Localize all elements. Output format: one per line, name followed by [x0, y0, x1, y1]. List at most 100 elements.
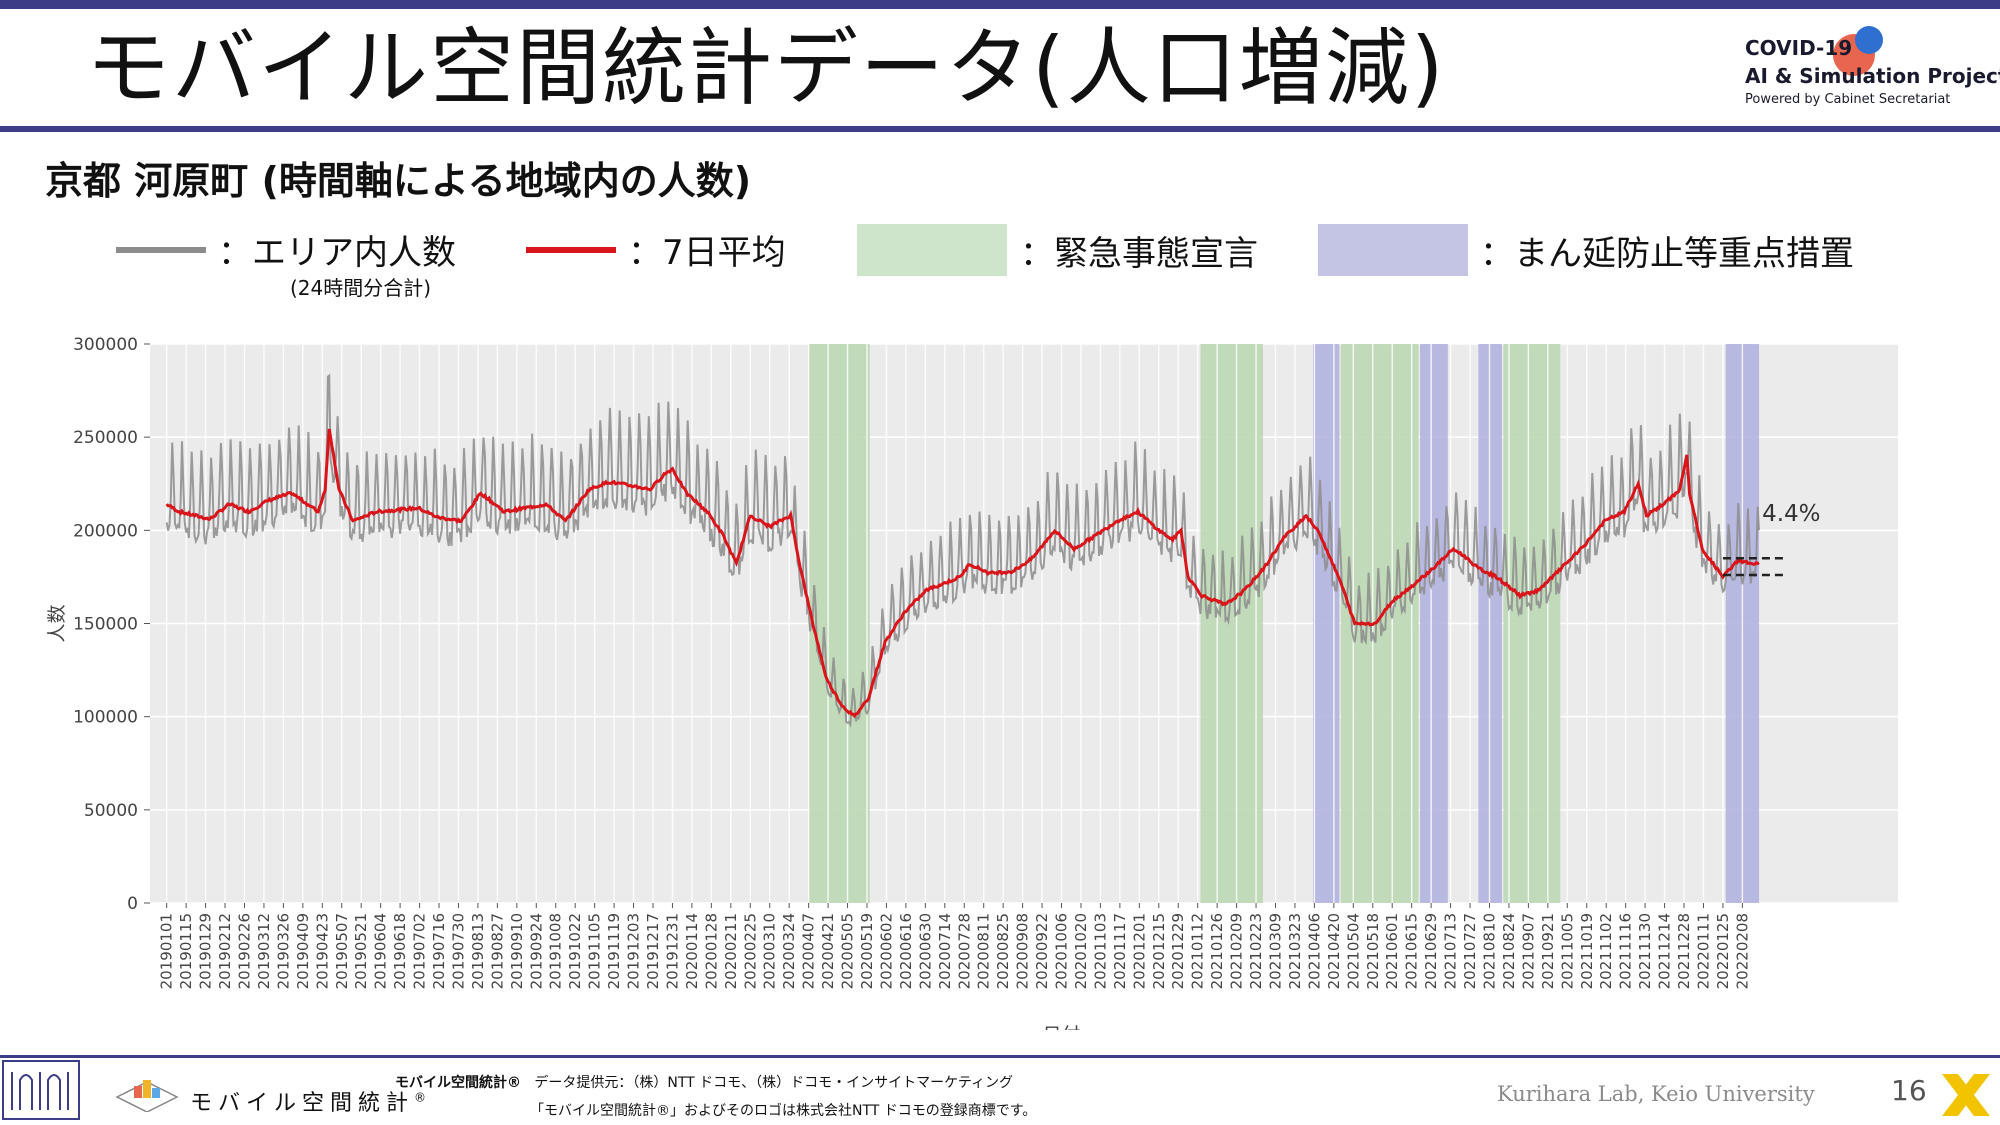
x-tick-label: 20200211	[722, 913, 740, 989]
x-tick-label: 20200128	[702, 913, 720, 989]
emergency-band	[1503, 344, 1561, 903]
x-axis-label: 日付	[1043, 1024, 1081, 1030]
legend-emergency-label: ：緊急事態宣言	[1020, 234, 1258, 274]
title-divider	[0, 126, 2000, 132]
x-axis-ticks: 20190101 20190115 20190129 20190212 20190226…	[158, 903, 1751, 989]
x-tick-label: 20200811	[975, 913, 993, 989]
raw-line	[165, 373, 1760, 728]
manbo-band	[1420, 344, 1448, 903]
footer-brand-name: モバイル空間統計	[190, 1091, 415, 1116]
footer-brand-mark: ®	[414, 1090, 427, 1105]
covid-project-logo: COVID-19 AI & Simulation Project Powered…	[1745, 24, 2000, 114]
emergency-band	[1200, 344, 1263, 903]
x-tick-label: 20200407	[800, 913, 818, 989]
x-tick-label: 20200421	[819, 913, 837, 989]
x-tick-label: 20190910	[508, 913, 526, 989]
x-tick-label: 20210209	[1228, 913, 1246, 989]
x-tick-label: 20210518	[1364, 913, 1382, 989]
x-tick-label: 20210713	[1442, 913, 1460, 989]
legend-emergency-swatch	[857, 224, 1007, 276]
y-tick-label: 50000	[84, 801, 138, 821]
logo-line2: AI & Simulation Project	[1745, 64, 2000, 88]
x-tick-label: 20201201	[1130, 913, 1148, 989]
x-tick-label: 20210223	[1247, 913, 1265, 989]
x-tick-label: 20200908	[1014, 913, 1032, 989]
x-tick-label: 20220111	[1694, 913, 1712, 989]
x-tick-label: 20191231	[663, 913, 681, 989]
x-tick-label: 20220125	[1714, 913, 1732, 989]
x-tick-label: 20200519	[858, 913, 876, 989]
x-tick-label: 20190423	[313, 913, 331, 989]
x-tick-label: 20210420	[1325, 913, 1343, 989]
x-tick-label: 20210824	[1500, 913, 1518, 989]
avg-line	[165, 428, 1760, 719]
x-tick-label: 20191022	[566, 913, 584, 989]
footer-brand: モバイル空間統計®	[190, 1085, 426, 1117]
x-tick-label: 20201215	[1150, 913, 1168, 989]
x-tick-label: 20211130	[1636, 913, 1654, 989]
x-tick-label: 20200225	[741, 913, 759, 989]
x-tick-label: 20191203	[625, 913, 643, 989]
x-tick-label: 20200630	[916, 913, 934, 989]
chart-subtitle: 京都 河原町 (時間軸による地域内の人数)	[45, 159, 752, 203]
x-tick-label: 20211228	[1675, 913, 1693, 989]
x-tick-label: 20191008	[547, 913, 565, 989]
x-tick-label: 20200728	[955, 913, 973, 989]
x-tick-label: 20190409	[294, 913, 312, 989]
x-tick-label: 20190212	[216, 913, 234, 989]
x-tick-label: 20200825	[994, 913, 1012, 989]
x-tick-label: 20210112	[1189, 913, 1207, 989]
x-logo-icon	[1938, 1070, 1994, 1124]
footer-trademark: 「モバイル空間統計®」およびそのロゴは株式会社NTT ドコモの登録商標です。	[530, 1103, 1037, 1119]
x-tick-label: 20211005	[1558, 913, 1576, 989]
x-tick-label: 20190312	[255, 913, 273, 989]
y-tick-label: 150000	[73, 615, 138, 635]
x-tick-label: 20210126	[1208, 913, 1226, 989]
mobile-stat-logo-icon	[112, 1072, 182, 1116]
y-axis-ticks: 0 50000 100000 150000 200000 250000 300000	[73, 335, 150, 914]
x-tick-label: 20190702	[411, 913, 429, 989]
x-tick-label: 20190101	[158, 913, 176, 989]
legend-manbo-label: ：まん延防止等重点措置	[1480, 234, 1854, 274]
x-tick-label: 20190604	[372, 913, 390, 989]
legend-manbo-swatch	[1318, 224, 1468, 276]
x-tick-label: 20200922	[1033, 913, 1051, 989]
x-tick-label: 20201020	[1072, 913, 1090, 989]
x-tick-label: 20190618	[391, 913, 409, 989]
x-tick-label: 20211019	[1578, 913, 1596, 989]
x-tick-label: 20210629	[1422, 913, 1440, 989]
y-tick-label: 250000	[73, 428, 138, 448]
x-tick-label: 20210504	[1344, 913, 1362, 989]
x-tick-label: 20210615	[1403, 913, 1421, 989]
x-tick-label: 20190326	[274, 913, 292, 989]
page-number: 16	[1891, 1074, 1927, 1107]
x-tick-label: 20211214	[1656, 913, 1674, 989]
x-tick-label: 20190521	[352, 913, 370, 989]
x-tick-label: 20210323	[1286, 913, 1304, 989]
x-tick-label: 20220208	[1733, 913, 1751, 989]
legend-raw-swatch	[116, 247, 206, 253]
x-tick-label: 20191105	[586, 913, 604, 989]
x-tick-label: 20200602	[877, 913, 895, 989]
logo-line3: Powered by Cabinet Secretariat	[1745, 92, 1951, 107]
x-tick-label: 20200714	[936, 913, 954, 989]
legend-avg-label: ：7日平均	[628, 233, 786, 273]
footer-ntt-provider: データ提供元：（株）NTT ドコモ、（株）ドコモ・インサイトマーケティング	[534, 1075, 1014, 1091]
vertical-gridlines	[165, 344, 1744, 903]
y-tick-label: 0	[127, 894, 138, 914]
x-tick-label: 20200310	[761, 913, 779, 989]
x-tick-label: 20210907	[1519, 913, 1537, 989]
legend-raw-sublabel: (24時間分合計)	[290, 276, 432, 300]
x-tick-label: 20190226	[235, 913, 253, 989]
x-tick-label: 20200616	[897, 913, 915, 989]
x-tick-label: 20190827	[488, 913, 506, 989]
x-tick-label: 20211102	[1597, 913, 1615, 989]
lab-logo-icon	[2, 1060, 80, 1120]
raw-series	[165, 373, 1760, 728]
x-tick-label: 20210921	[1539, 913, 1557, 989]
x-tick-label: 20191119	[605, 913, 623, 989]
x-tick-label: 20210309	[1267, 913, 1285, 989]
legend-avg-swatch	[526, 247, 616, 253]
x-tick-label: 20190507	[333, 913, 351, 989]
x-tick-label: 20211116	[1617, 913, 1635, 989]
